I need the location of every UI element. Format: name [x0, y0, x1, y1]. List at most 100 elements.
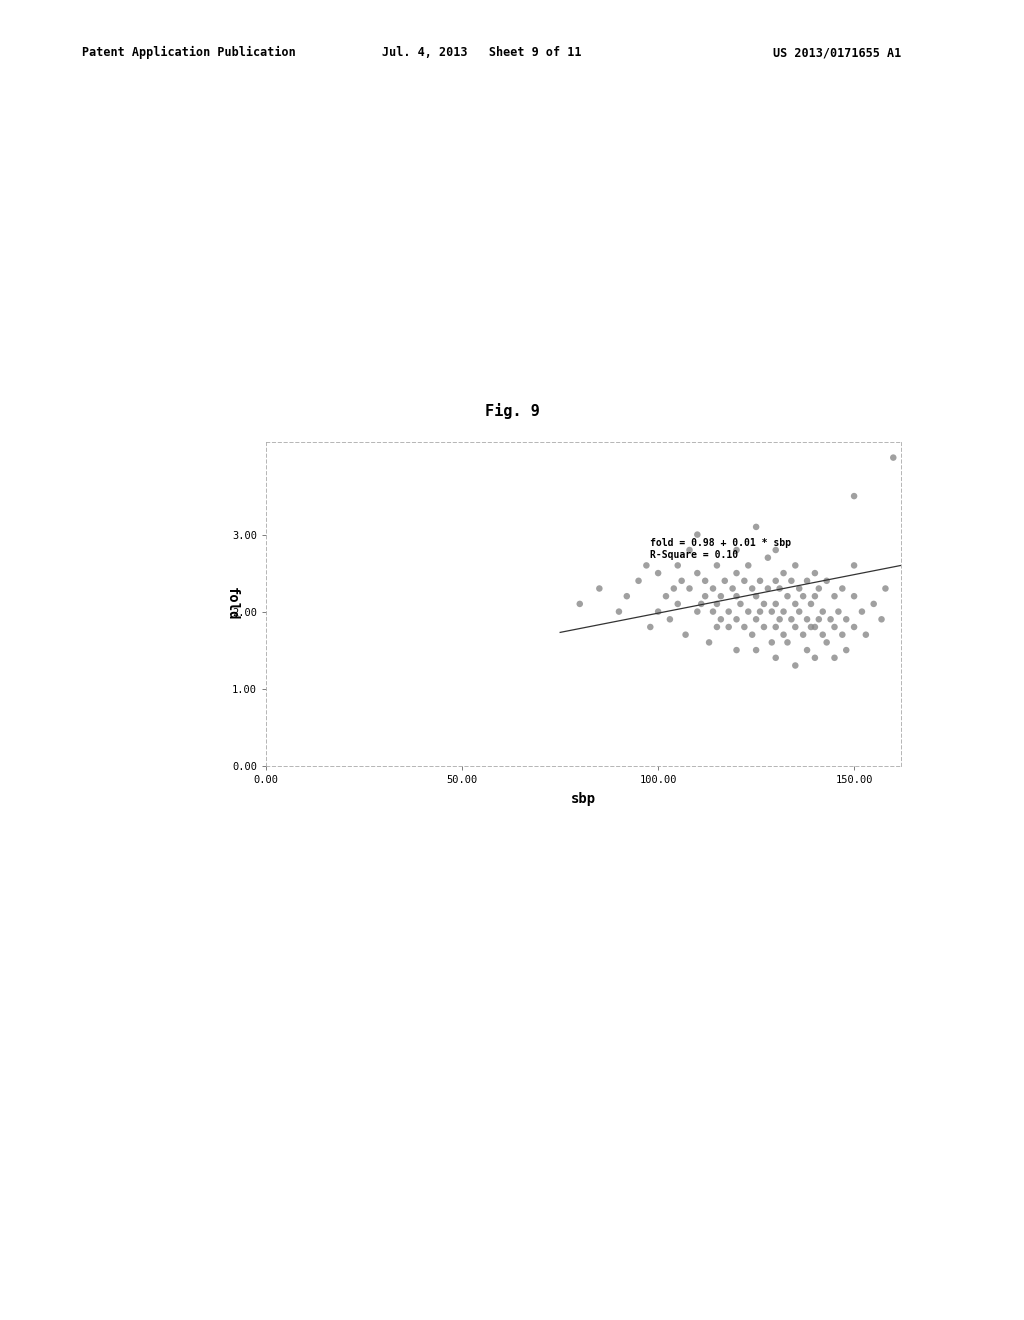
Point	[756, 594, 772, 615]
Point	[865, 594, 882, 615]
Point	[775, 601, 792, 622]
Point	[858, 624, 874, 645]
Point	[768, 570, 784, 591]
Point	[885, 447, 901, 469]
Point	[779, 632, 796, 653]
Point	[571, 594, 588, 615]
Point	[764, 632, 780, 653]
Point	[775, 562, 792, 583]
Point	[846, 554, 862, 576]
Point	[846, 616, 862, 638]
Point	[803, 616, 819, 638]
Point	[771, 609, 787, 630]
Point	[795, 624, 811, 645]
Point	[846, 486, 862, 507]
Point	[826, 586, 843, 607]
Point	[822, 609, 839, 630]
Point	[768, 647, 784, 668]
Point	[642, 616, 658, 638]
Point	[748, 586, 764, 607]
Point	[591, 578, 607, 599]
Point	[814, 601, 830, 622]
Point	[610, 601, 627, 622]
Point	[835, 578, 851, 599]
Point	[807, 616, 823, 638]
Point	[775, 624, 792, 645]
Point	[878, 578, 894, 599]
Point	[732, 594, 749, 615]
Point	[705, 601, 721, 622]
Point	[678, 624, 694, 645]
Point	[638, 554, 654, 576]
Point	[748, 640, 764, 661]
Point	[835, 624, 851, 645]
Point	[756, 616, 772, 638]
Point	[721, 601, 737, 622]
Point	[721, 616, 737, 638]
Point	[791, 578, 807, 599]
Point	[728, 586, 744, 607]
Point	[787, 616, 804, 638]
Point	[787, 594, 804, 615]
Point	[818, 632, 835, 653]
Point	[728, 540, 744, 561]
Point	[713, 609, 729, 630]
Point	[779, 586, 796, 607]
Point	[670, 594, 686, 615]
Point	[618, 586, 635, 607]
Point	[693, 594, 710, 615]
Point	[752, 601, 768, 622]
Point	[764, 601, 780, 622]
Point	[705, 578, 721, 599]
Point	[674, 570, 690, 591]
Point	[811, 609, 827, 630]
Point	[826, 616, 843, 638]
Point	[838, 609, 854, 630]
Point	[807, 562, 823, 583]
Text: fold = 0.98 + 0.01 * sbp
R-Square = 0.10: fold = 0.98 + 0.01 * sbp R-Square = 0.10	[650, 539, 792, 560]
Point	[689, 524, 706, 545]
Point	[662, 609, 678, 630]
Point	[846, 586, 862, 607]
Point	[760, 578, 776, 599]
Point	[795, 586, 811, 607]
Point	[724, 578, 740, 599]
Text: Patent Application Publication: Patent Application Publication	[82, 46, 296, 59]
Point	[799, 570, 815, 591]
Point	[740, 601, 757, 622]
Point	[728, 640, 744, 661]
Point	[748, 609, 764, 630]
Point	[666, 578, 682, 599]
Point	[740, 554, 757, 576]
Point	[744, 624, 761, 645]
Point	[681, 540, 697, 561]
Text: US 2013/0171655 A1: US 2013/0171655 A1	[773, 46, 901, 59]
Point	[728, 562, 744, 583]
Point	[814, 624, 830, 645]
Point	[803, 594, 819, 615]
Text: Jul. 4, 2013   Sheet 9 of 11: Jul. 4, 2013 Sheet 9 of 11	[382, 46, 581, 59]
Point	[807, 586, 823, 607]
Point	[799, 640, 815, 661]
Point	[799, 609, 815, 630]
Point	[873, 609, 890, 630]
Point	[736, 616, 753, 638]
Point	[811, 578, 827, 599]
Point	[760, 546, 776, 568]
Point	[709, 554, 725, 576]
Point	[771, 578, 787, 599]
Point	[807, 647, 823, 668]
Point	[783, 609, 800, 630]
Point	[689, 601, 706, 622]
Point	[650, 601, 667, 622]
Point	[787, 554, 804, 576]
Point	[783, 570, 800, 591]
Point	[631, 570, 647, 591]
Point	[818, 570, 835, 591]
Point	[791, 601, 807, 622]
Point	[752, 570, 768, 591]
Point	[717, 570, 733, 591]
Point	[657, 586, 674, 607]
Point	[830, 601, 847, 622]
Point	[650, 562, 667, 583]
